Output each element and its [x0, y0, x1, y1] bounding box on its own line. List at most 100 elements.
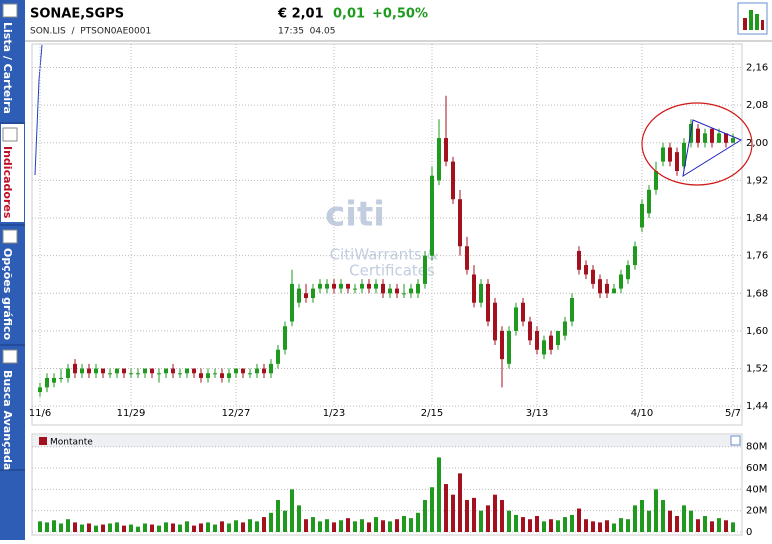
volume-bar: [283, 510, 287, 532]
volume-bar: [45, 522, 49, 532]
candle-body: [654, 171, 658, 190]
y-tick-label: 1,52: [746, 364, 768, 375]
candle-body: [437, 138, 441, 181]
volume-bar: [535, 516, 539, 532]
volume-bar: [689, 510, 693, 532]
candle-body: [647, 189, 651, 214]
volume-bar: [115, 522, 119, 532]
volume-bar: [220, 521, 224, 532]
sidebar-tab[interactable]: Lista / Carteira: [1, 22, 14, 114]
volume-bar: [423, 500, 427, 532]
candle-body: [255, 368, 259, 374]
candle-body: [360, 283, 364, 289]
volume-bar: [654, 489, 658, 532]
close-button[interactable]: [730, 435, 741, 446]
volume-bar: [136, 526, 140, 532]
candle-body: [241, 368, 245, 374]
volume-bar: [430, 487, 434, 532]
volume-bar: [507, 510, 511, 532]
volume-bar: [395, 519, 399, 532]
volume-bar: [647, 510, 651, 532]
price: € 2,01: [277, 7, 324, 22]
volume-bar: [304, 519, 308, 532]
candle-body: [346, 283, 350, 289]
annotation-triangle: [682, 119, 743, 178]
candle-body: [129, 373, 133, 375]
volume-bar: [52, 520, 56, 532]
legend-label: Montante: [50, 438, 93, 448]
volume-bar: [472, 497, 476, 532]
sidebar-tab[interactable]: Indicadores: [1, 146, 14, 219]
sidebar-tab[interactable]: Busca Avançada: [1, 370, 14, 470]
volume-bar: [374, 517, 378, 532]
volume-bar: [360, 519, 364, 532]
volume-bar: [87, 523, 91, 532]
volume-bar: [38, 521, 42, 532]
volume-bar: [661, 500, 665, 532]
volume-bar: [437, 457, 441, 532]
volume-bar: [605, 520, 609, 532]
volume-bar: [101, 524, 105, 532]
watermark-text: Certificates: [349, 262, 435, 280]
time: 17:35 04.05: [278, 27, 335, 37]
candle-body: [115, 368, 119, 374]
volume-bar: [206, 522, 210, 532]
volume-bar: [290, 489, 294, 532]
y-tick-label: 40M: [746, 484, 767, 495]
volume-bar: [213, 524, 217, 532]
volume-bar: [549, 519, 553, 532]
volume-bar: [675, 516, 679, 532]
candle-body: [80, 368, 84, 374]
volume-frame: [31, 433, 743, 536]
candle-body: [101, 368, 105, 374]
candle-body: [430, 175, 434, 256]
volume-bar: [262, 517, 266, 532]
ticker: SON.LIS / PTSON0AE0001: [30, 27, 151, 37]
candle-body: [213, 373, 217, 375]
candle-body: [395, 288, 399, 294]
candle-body: [374, 283, 378, 289]
volume-bar: [318, 521, 322, 532]
x-tick-label: 4/10: [631, 408, 653, 419]
sidebar-tab-active[interactable]: [1, 124, 24, 222]
volume-bar: [612, 523, 616, 532]
volume-bar: [150, 524, 154, 532]
volume-bar: [94, 525, 98, 532]
volume-bar: [276, 500, 280, 532]
candle-body: [388, 288, 392, 294]
candle-body: [661, 147, 665, 162]
candle-body: [626, 265, 630, 280]
candle-body: [304, 293, 308, 298]
candle-body: [87, 368, 91, 374]
volume-bar: [668, 510, 672, 532]
volume-bar: [171, 523, 175, 532]
candle-body: [500, 330, 504, 360]
x-tick-label: 5/7: [725, 408, 741, 419]
candle-body: [290, 283, 294, 322]
y-tick-label: 1,76: [746, 251, 768, 262]
candle-body: [549, 335, 553, 350]
sidebar-tab[interactable]: Opções gráfico: [1, 248, 14, 341]
plot-frame: [31, 43, 743, 426]
candle-body: [668, 147, 672, 162]
candle-body: [479, 283, 483, 303]
candle-body: [444, 138, 448, 162]
candle-body: [605, 283, 609, 294]
volume-bar: [696, 519, 700, 532]
candle-body: [570, 298, 574, 322]
candle-body: [591, 269, 595, 284]
candle-body: [381, 283, 385, 294]
candle-body: [143, 368, 147, 374]
candle-body: [234, 368, 238, 374]
candle-body: [178, 373, 182, 375]
volume-bar: [192, 525, 196, 532]
candle-body: [486, 283, 490, 322]
watermark-text: CitiWarrants &: [330, 246, 439, 264]
volume-bar: [640, 500, 644, 532]
volume-bar: [157, 525, 161, 532]
candle-body: [675, 152, 679, 171]
candle-body: [521, 302, 525, 322]
volume-bar: [556, 520, 560, 532]
volume-bar: [633, 505, 637, 532]
